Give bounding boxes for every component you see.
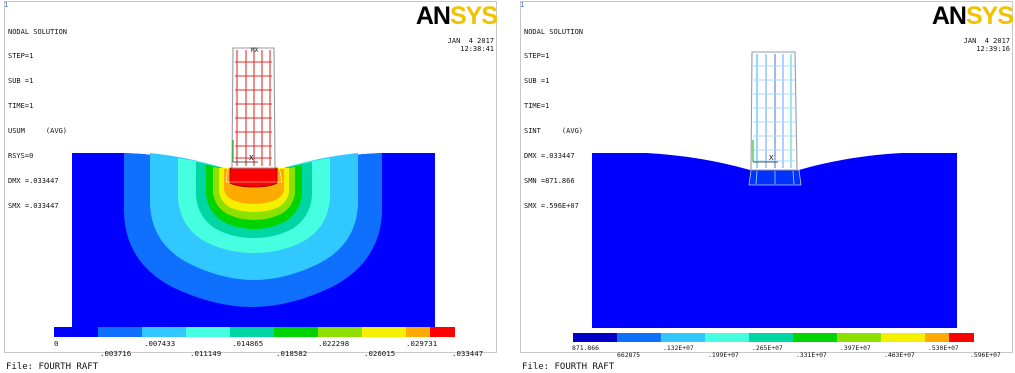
legend-swatch [406,327,430,337]
info-line: STEP=1 [8,52,34,61]
time-text: 12:38:41 [460,45,494,53]
legend-tick: .397E+07 [840,344,871,352]
legend-swatch [949,333,974,342]
contour-plot: X 871.866 .132E+07 .265E+07 .397E+07 .53… [572,51,1001,359]
soil-block [592,153,957,328]
legend-tick: .014865 [232,339,263,348]
timestamp: JAN 4 2017 12:38:41 [448,37,494,53]
solution-title: NODAL SOLUTION [524,27,584,36]
legend-swatch [793,333,837,342]
legend-tick: 871.866 [572,344,599,352]
contour-plot: MX X 0 .007433 .014865 .022298 .029731 .… [54,47,483,358]
legend-swatch [573,333,617,342]
column-base-grid [755,170,795,185]
coordinate-triad: X [752,140,778,163]
info-line: TIME=1 [8,102,34,111]
info-line: SMN =871.866 [524,176,575,185]
legend-swatch [98,327,142,337]
ansys-logo: ANSYS [415,2,498,30]
window-number: 1 [4,1,9,9]
column-frame [750,51,798,171]
window-number: 1 [520,1,525,9]
column-frame [231,47,276,169]
solution-title: NODAL SOLUTION [8,27,68,36]
legend-swatch [837,333,881,342]
info-line: SMX =.596E+07 [524,201,579,210]
legend-tick: .026015 [364,349,395,358]
legend-tick: 662875 [617,351,640,359]
legend-swatch [318,327,362,337]
legend-tick: .199E+07 [708,351,739,359]
x-axis-label: X [249,153,254,162]
legend-tick: .132E+07 [663,344,694,352]
legend-tick: .007433 [144,339,175,348]
date-text: JAN 4 2017 [447,37,494,45]
legend-swatch [925,333,949,342]
info-line: TIME=1 [524,102,550,111]
legend-swatch [186,327,230,337]
contour-legend: 0 .007433 .014865 .022298 .029731 .00371… [54,327,483,358]
legend-swatch [705,333,749,342]
legend-tick: .463E+07 [884,351,915,359]
legend-tick: .018582 [276,349,307,358]
legend-swatch [881,333,925,342]
max-marker-label: MX [251,47,259,54]
legend-tick: .011149 [190,349,221,358]
column-base [229,167,278,188]
date-text: JAN 4 2017 [963,37,1010,45]
legend-swatch [617,333,661,342]
legend-swatch [54,327,98,337]
info-line: DMX =.033447 [8,176,59,185]
info-line: DMX =.033447 [524,152,575,161]
legend-tick: .022298 [318,339,349,348]
legend-tick: .331E+07 [796,351,827,359]
right-plot-window: 1 NODAL SOLUTION STEP=1 SUB =1 TIME=1 SI… [516,0,1015,373]
legend-swatch [142,327,186,337]
coordinate-triad: X [232,140,258,163]
info-line: RSYS=0 [8,152,34,161]
legend-swatch [362,327,406,337]
legend-swatch [274,327,318,337]
legend-swatch [749,333,793,342]
solution-info: NODAL SOLUTION STEP=1 SUB =1 TIME=1 USUM… [8,11,67,227]
legend-swatch [430,327,455,337]
legend-swatch [661,333,705,342]
file-label: File: FOURTH RAFT [522,362,615,372]
info-line: USUM (AVG) [8,127,68,136]
plot-frame [4,1,497,353]
legend-tick: .029731 [406,339,437,348]
legend-swatch [230,327,274,337]
left-plot-window: 1 NODAL SOLUTION STEP=1 SUB =1 TIME=1 US… [0,0,499,373]
file-label: File: FOURTH RAFT [6,362,99,372]
legend-tick: 0 [54,339,58,348]
time-text: 12:39:16 [976,45,1010,53]
legend-tick: .003716 [100,349,131,358]
x-axis-label: X [769,153,774,162]
info-line: STEP=1 [524,52,550,61]
legend-tick: .033447 [452,349,483,358]
info-line: SUB =1 [8,77,34,86]
solution-info: NODAL SOLUTION STEP=1 SUB =1 TIME=1 SINT… [524,11,583,227]
plot-frame [520,1,1013,353]
ansys-logo: ANSYS [931,2,1014,30]
legend-tick: .530E+07 [928,344,959,352]
timestamp: JAN 4 2017 12:39:16 [964,37,1010,53]
info-line: SINT (AVG) [524,127,584,136]
info-line: SMX =.033447 [8,201,59,210]
legend-tick: .596E+07 [970,351,1001,359]
info-line: SUB =1 [524,77,550,86]
legend-tick: .265E+07 [752,344,783,352]
contour-legend: 871.866 .132E+07 .265E+07 .397E+07 .530E… [572,333,1001,359]
